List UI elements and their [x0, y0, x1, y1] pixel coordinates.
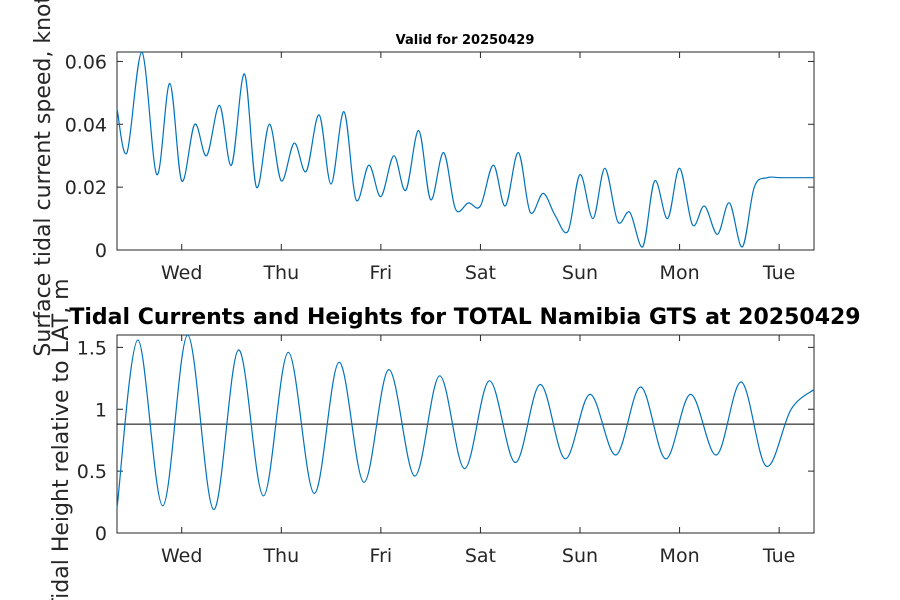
current-y-tick-label: 0.06	[65, 51, 107, 73]
height-x-tick-label: Sun	[562, 545, 598, 567]
height-x-tick-label: Sat	[465, 545, 496, 567]
current-x-tick-label: Fri	[370, 262, 393, 284]
current-series-line	[116, 51, 814, 248]
current-ticks: Wed Thu Fri Sat Sun Mon Tue 0 0.02 0.04 0.06	[65, 51, 814, 284]
height-line-layer	[116, 334, 815, 511]
height-y-tick-label: 1	[95, 399, 107, 421]
current-plot-area	[116, 51, 815, 251]
current-y-tick-label: 0	[95, 240, 107, 262]
height-y-axis-label: Tidal Height relative to LAT, m	[49, 278, 74, 600]
height-series-line	[116, 334, 815, 511]
height-y-tick-label: 0	[95, 523, 107, 545]
height-x-tick-label: Thu	[262, 545, 299, 567]
current-y-axis-label: Surface tidal current speed, knots	[31, 0, 56, 357]
current-line-layer	[116, 51, 814, 248]
tidal-height-chart: Tidal Currents and Heights for TOTAL Nam…	[69, 305, 860, 567]
current-x-tick-label: Wed	[161, 262, 202, 284]
height-x-tick-label: Fri	[370, 545, 393, 567]
current-x-tick-label: Thu	[262, 262, 299, 284]
height-ticks: Wed Thu Fri Sat Sun Mon Tue 0 0.5 1 1.5	[77, 335, 814, 567]
height-x-tick-label: Tue	[762, 545, 795, 567]
current-y-tick-label: 0.02	[65, 177, 107, 199]
height-x-tick-label: Mon	[660, 545, 700, 567]
height-x-tick-label: Wed	[161, 545, 202, 567]
current-chart-title: Valid for 20250429	[396, 33, 535, 48]
current-x-tick-label: Sat	[465, 262, 496, 284]
current-x-tick-label: Sun	[562, 262, 598, 284]
current-y-tick-label: 0.04	[65, 114, 107, 136]
current-x-tick-label: Tue	[762, 262, 795, 284]
height-y-tick-label: 1.5	[77, 337, 107, 359]
height-chart-title: Tidal Currents and Heights for TOTAL Nam…	[69, 305, 860, 330]
height-y-tick-label: 0.5	[77, 461, 107, 483]
height-plot-area	[116, 334, 815, 534]
current-x-tick-label: Mon	[660, 262, 700, 284]
current-speed-chart: Valid for 20250429 Wed Thu Fri Sat Sun Mon Tue…	[65, 33, 815, 284]
